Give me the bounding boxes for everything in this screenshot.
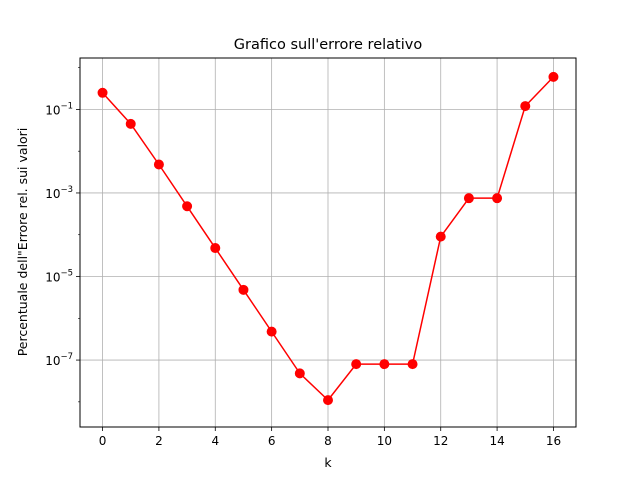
data-point-marker [210, 243, 221, 254]
x-tick-label: 6 [268, 434, 276, 448]
x-tick-label: 10 [377, 434, 392, 448]
data-point-marker [294, 368, 305, 379]
y-tick-label: 10−3 [45, 185, 73, 201]
data-point-marker [182, 201, 193, 212]
x-tick-label: 14 [489, 434, 504, 448]
data-point-marker [238, 284, 249, 295]
data-point-marker [153, 159, 164, 170]
data-point-marker [520, 101, 531, 112]
series-layer [97, 71, 559, 406]
y-tick-label: 10−5 [45, 269, 73, 285]
x-tick-label: 2 [155, 434, 163, 448]
chart-title: Grafico sull'errore relativo [234, 37, 423, 53]
data-point-marker [407, 359, 418, 370]
x-tick-label: 16 [546, 434, 561, 448]
x-tick-label: 4 [211, 434, 219, 448]
x-axis-ticks: 0 2 4 6 8 10 12 14 16 [99, 427, 561, 448]
grid-lines [80, 58, 576, 427]
data-point-marker [548, 71, 559, 82]
data-point-marker [97, 87, 108, 98]
data-point-marker [125, 118, 136, 129]
data-point-marker [266, 326, 277, 337]
data-point-marker [435, 231, 446, 242]
y-axis-ticks: 10−1 10−3 10−5 10−7 [45, 67, 80, 403]
data-point-marker [323, 395, 333, 406]
data-point-marker [463, 193, 474, 204]
x-tick-label: 8 [324, 434, 332, 448]
data-point-marker [351, 359, 362, 370]
y-tick-label: 10−7 [45, 352, 73, 368]
y-tick-label: 10−1 [45, 101, 73, 117]
data-point-marker [379, 359, 390, 370]
data-point-marker [492, 193, 503, 204]
x-tick-label: 0 [99, 434, 107, 448]
y-axis-label: Percentuale dell"Errore rel. sui valori [15, 128, 30, 357]
x-axis-label: k [324, 455, 332, 470]
x-tick-label: 12 [433, 434, 448, 448]
